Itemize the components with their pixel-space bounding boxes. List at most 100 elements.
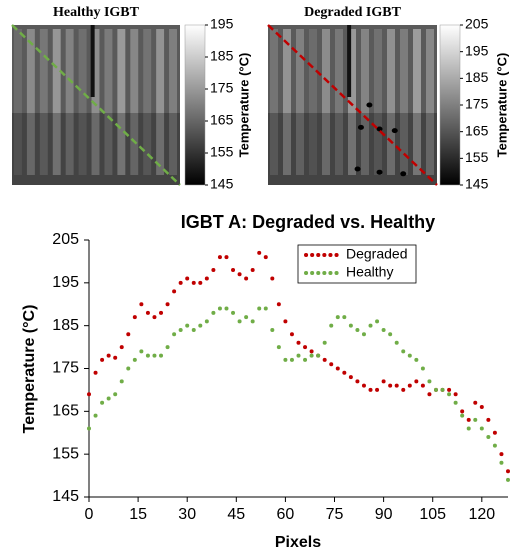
image-stripe: [283, 29, 291, 175]
x-tick-label: 120: [468, 506, 495, 523]
data-point: [100, 400, 105, 405]
data-point: [342, 370, 347, 375]
data-point: [178, 327, 183, 332]
data-point: [224, 306, 229, 311]
image-stripe: [78, 29, 87, 175]
x-tick-label: 30: [178, 506, 196, 523]
data-point: [145, 353, 150, 358]
data-point: [407, 353, 412, 358]
diagonal-line: [11, 24, 181, 186]
data-point: [479, 405, 484, 410]
data-point: [499, 452, 504, 457]
data-point: [185, 323, 190, 328]
data-point: [473, 417, 478, 422]
data-point: [466, 426, 471, 431]
data-point: [165, 345, 170, 350]
data-point: [322, 357, 327, 362]
chart-title: IGBT A: Degraded vs. Healthy: [181, 212, 435, 232]
data-point: [270, 276, 275, 281]
data-point: [401, 387, 406, 392]
data-point: [460, 409, 465, 414]
data-point: [486, 417, 491, 422]
colorbar-tick-label: 185: [465, 69, 489, 85]
image-stripe: [169, 29, 177, 175]
data-point: [276, 302, 281, 307]
y-tick-label: 145: [52, 488, 79, 505]
colorbar-tick-label: 165: [465, 122, 489, 138]
data-point: [172, 332, 177, 337]
data-point: [257, 250, 262, 255]
data-point: [211, 267, 216, 272]
data-point: [198, 323, 203, 328]
data-point: [132, 357, 137, 362]
image-stripe: [104, 29, 113, 175]
thermal-image: [12, 25, 180, 185]
colorbar-label: Temperature (°C): [236, 53, 251, 158]
data-point: [289, 357, 294, 362]
image-void: [400, 171, 407, 177]
data-point: [296, 353, 301, 358]
data-point: [407, 383, 412, 388]
data-point: [348, 375, 353, 380]
colorbar-tick-label: 195: [465, 42, 489, 58]
image-void: [376, 126, 383, 132]
data-point: [263, 255, 268, 260]
data-point: [394, 383, 399, 388]
data-point: [447, 387, 452, 392]
colorbar-tick-label: 145: [465, 176, 489, 192]
data-point: [296, 340, 301, 345]
data-point: [381, 379, 386, 384]
data-point: [191, 280, 196, 285]
data-point: [237, 272, 242, 277]
data-point: [433, 387, 438, 392]
colorbar-label: Temperature (°C): [494, 53, 509, 158]
colorbar: [439, 24, 461, 186]
data-point: [224, 255, 229, 260]
data-point: [87, 392, 91, 397]
image-stripe: [322, 29, 330, 175]
diagonal-line: [267, 24, 438, 186]
x-tick-label: 90: [375, 506, 393, 523]
data-point: [263, 306, 268, 311]
data-point: [460, 413, 465, 418]
image-shade: [268, 113, 437, 185]
data-point: [361, 383, 366, 388]
data-point: [427, 392, 432, 397]
y-tick-label: 185: [52, 317, 79, 334]
colorbar-tick-label: 155: [210, 144, 234, 160]
data-point: [100, 357, 105, 362]
data-point: [355, 327, 360, 332]
x-tick-label: 60: [277, 506, 295, 523]
data-point: [283, 357, 288, 362]
data-point: [93, 413, 98, 418]
data-point: [303, 357, 308, 362]
image-void: [376, 169, 383, 175]
image-stripe: [309, 29, 317, 175]
data-point: [106, 396, 111, 401]
data-point: [414, 379, 419, 384]
x-tick-label: 0: [85, 506, 94, 523]
data-point: [257, 306, 262, 311]
data-point: [283, 319, 288, 324]
data-point: [244, 276, 249, 281]
data-point: [87, 426, 91, 431]
image-stripe: [130, 29, 139, 175]
data-point: [191, 327, 196, 332]
image-shade: [12, 113, 180, 185]
data-point: [244, 315, 249, 320]
data-point: [447, 392, 452, 397]
image-stripe: [374, 29, 382, 175]
data-point: [211, 310, 216, 315]
data-point: [335, 315, 340, 320]
data-point: [165, 302, 170, 307]
data-point: [453, 392, 458, 397]
image-stripe: [117, 29, 126, 175]
image-stripe: [296, 29, 304, 175]
data-point: [231, 310, 236, 315]
data-point: [152, 315, 157, 320]
data-point: [250, 267, 255, 272]
colorbar-tick-label: 205: [465, 16, 489, 32]
data-point: [506, 469, 510, 474]
legend-label: Degraded: [346, 246, 408, 262]
image-stripe: [91, 29, 100, 175]
